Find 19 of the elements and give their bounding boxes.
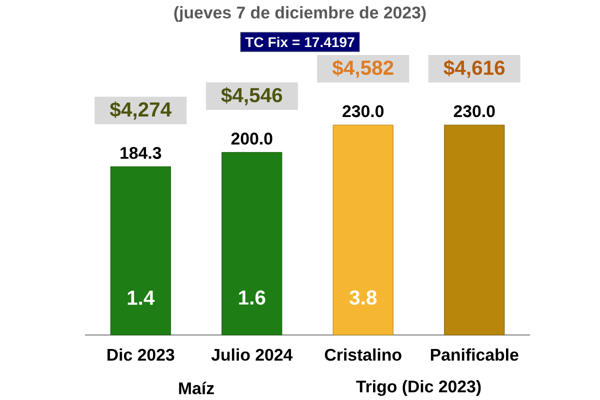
- x-tick-label: Dic 2023: [108, 348, 174, 361]
- x-tick-label: Julio 2024: [211, 348, 293, 361]
- text: Trigo (Dic 2023): [356, 380, 481, 396]
- text: TC Fix = 17.4197: [245, 36, 354, 48]
- text: $4,546: [221, 87, 282, 106]
- data-label: 200.0: [231, 132, 272, 145]
- data-label: 230.0: [454, 105, 495, 118]
- chart-title: (jueves 7 de diciembre de 2023): [174, 6, 426, 22]
- x-tick-label: Cristalino: [324, 348, 402, 361]
- annotation: 1.4: [128, 290, 155, 305]
- text: Maíz: [179, 382, 214, 394]
- data-label: 184.3: [120, 146, 162, 159]
- annotation: 3.8: [350, 290, 377, 305]
- annotation: 1.6: [239, 290, 266, 305]
- x-tick-label: Panificable: [430, 348, 518, 361]
- data-label: 230.0: [342, 105, 384, 118]
- text: $4,582: [332, 60, 394, 78]
- text: $4,616: [444, 60, 505, 78]
- text: $4,274: [110, 101, 172, 120]
